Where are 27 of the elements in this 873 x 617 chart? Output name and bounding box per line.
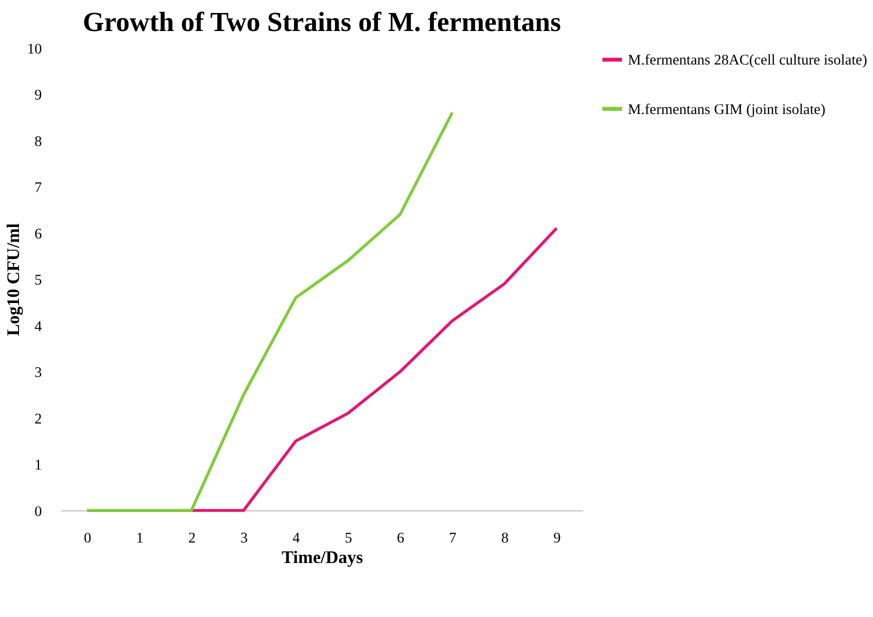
y-tick-label: 4: [34, 318, 42, 335]
y-axis-title: Log10 CFU/ml: [3, 223, 24, 336]
x-tick-label: 9: [553, 530, 561, 546]
y-tick-label: 0: [34, 504, 42, 520]
y-tick-label: 9: [34, 88, 42, 104]
y-tick-label: 7: [34, 180, 42, 196]
y-tick-label: 3: [34, 365, 42, 382]
y-tick-label: 1: [34, 458, 42, 474]
x-tick-label: 5: [344, 530, 352, 546]
y-tick-label: 5: [34, 272, 42, 289]
x-tick-label: 3: [240, 530, 248, 546]
y-tick-label: 6: [34, 226, 42, 242]
x-tick-label: 0: [84, 530, 92, 546]
legend-label: M.fermentans GIM (joint isolate): [628, 102, 826, 118]
x-axis-title: Time/Days: [282, 547, 364, 568]
x-tick-label: 2: [188, 530, 196, 546]
x-tick-label: 4: [292, 530, 301, 546]
x-tick-label: 8: [501, 530, 509, 546]
y-tick-label: 8: [34, 134, 42, 150]
line-series: [86, 111, 454, 512]
legend-label: M.fermentans 28AC(cell culture isolate): [628, 52, 868, 69]
y-tick-label: 10: [27, 41, 42, 58]
x-tick-label: 6: [396, 530, 404, 546]
x-tick-label: 1: [136, 530, 144, 546]
x-tick-label: 7: [449, 530, 456, 546]
y-tick-label: 2: [34, 411, 42, 428]
chart-title: Growth of Two Strains of M. fermentans: [82, 6, 562, 38]
